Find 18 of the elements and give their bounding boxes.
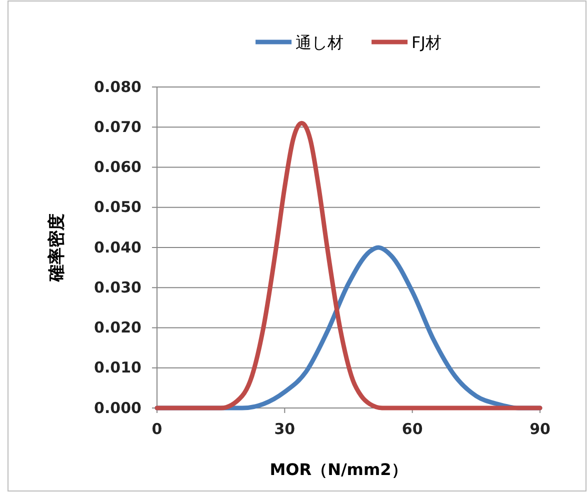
y-tick-label: 0.080 (94, 78, 142, 96)
y-tick-label: 0.030 (94, 278, 142, 296)
legend-label: FJ材 (412, 33, 442, 52)
y-tick-label: 0.000 (94, 398, 142, 417)
x-axis-title: MOR（N/mm2） (270, 460, 408, 479)
x-tick-label: 90 (530, 420, 550, 438)
line-series (154, 120, 542, 410)
y-tick-label: 0.010 (94, 358, 142, 377)
x-tick-label: 30 (274, 420, 296, 438)
y-tick-label: 0.020 (94, 318, 142, 337)
y-axis-title: 確率密度 (47, 214, 67, 282)
y-tick-label: 0.050 (94, 198, 142, 216)
y-tick-label: 0.040 (94, 238, 142, 256)
x-tick-label: 0 (152, 420, 162, 438)
x-tick-label: 60 (402, 420, 423, 438)
y-tick-label: 0.060 (94, 158, 142, 176)
legend-label: 通し材 (296, 33, 344, 52)
y-tick-label: 0.070 (94, 118, 142, 136)
